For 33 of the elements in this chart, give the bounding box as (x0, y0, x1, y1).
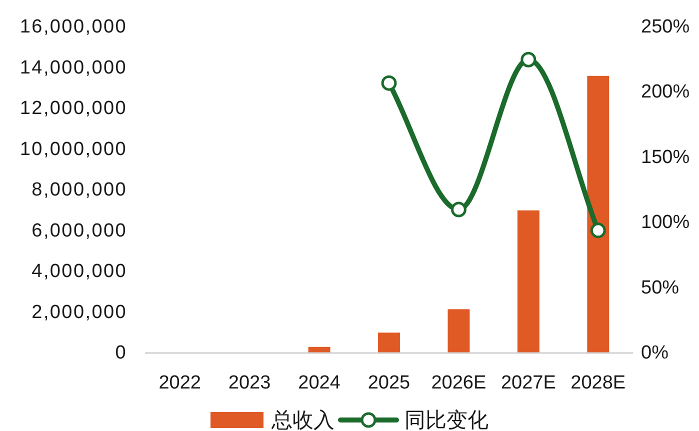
legend-label: 总收入 (270, 408, 334, 431)
x-tick-label: 2023 (228, 372, 271, 394)
y-tick-label: 2,000,000 (32, 302, 127, 323)
x-tick-label: 2027E (500, 372, 556, 394)
y2-tick-label: 250% (641, 16, 690, 38)
y-tick-label: 6,000,000 (32, 220, 127, 242)
point (520, 52, 536, 68)
y2-tick-label: 100% (641, 212, 690, 234)
point (381, 75, 397, 91)
y-tick-label: 14,000,000 (20, 57, 127, 78)
y2-tick-label: 150% (641, 146, 690, 168)
bar (308, 346, 330, 353)
y-tick-label: 12,000,000 (20, 98, 127, 119)
y2-tick-label: 200% (641, 82, 690, 103)
y-tick-label: 16,000,000 (20, 16, 127, 38)
y2-tick-label: 50% (641, 277, 680, 298)
bar (587, 76, 610, 353)
bar (378, 332, 400, 353)
legend-label: 同比变化 (404, 408, 488, 431)
x-tick-label: 2026E (431, 372, 486, 394)
y-tick-label: 4,000,000 (32, 261, 127, 282)
bar (448, 309, 470, 353)
y-tick-label: 10,000,000 (20, 138, 127, 160)
point (450, 202, 466, 218)
y-tick-label: 8,000,000 (32, 180, 127, 200)
x-tick-label: 2022 (158, 372, 201, 394)
x-tick-label: 2025 (368, 372, 410, 394)
x-tick-label: 2028E (570, 372, 626, 394)
bar (517, 210, 540, 353)
point (590, 222, 606, 238)
y2-tick-label: 0% (641, 342, 669, 364)
y-tick-label: 0 (115, 342, 127, 364)
x-tick-label: 2024 (298, 372, 341, 394)
